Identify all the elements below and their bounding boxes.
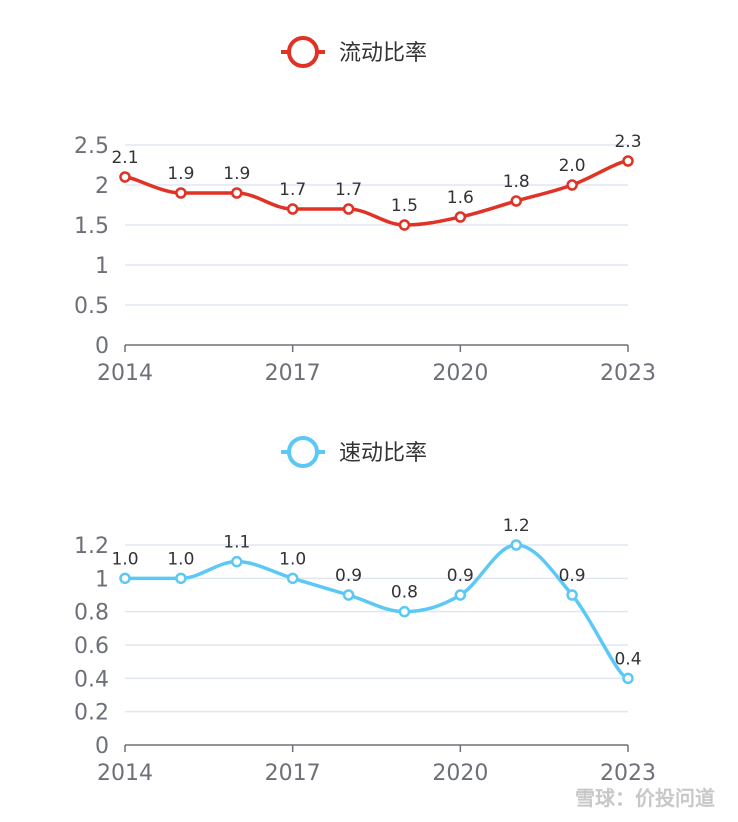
y-tick-label: 0.4 — [74, 667, 109, 692]
data-point[interactable] — [286, 572, 299, 585]
current-ratio-chart: 流动比率 0 0.5 1 1.5 2 2.5 2014 2017 2020 2023 2.1 1.9 1.… — [74, 36, 656, 386]
legend-marker-icon — [287, 436, 319, 468]
data-label: 1.6 — [447, 188, 474, 208]
legend[interactable]: 速动比率 — [281, 436, 427, 468]
data-label: 0.4 — [614, 649, 641, 669]
y-tick-label: 0 — [95, 334, 109, 359]
x-tick-label: 2023 — [600, 761, 656, 786]
data-label: 1.8 — [503, 172, 530, 192]
y-tick-label: 0.5 — [74, 294, 109, 319]
data-point[interactable] — [175, 572, 187, 585]
data-label: 1.9 — [167, 164, 194, 184]
data-label: 0.9 — [335, 566, 362, 586]
y-tick-label: 0 — [95, 734, 109, 759]
data-point[interactable] — [566, 179, 578, 191]
x-tick-label: 2020 — [432, 361, 488, 386]
data-label: 1.7 — [335, 180, 362, 200]
y-tick-label: 0.2 — [74, 701, 109, 726]
data-label: 0.9 — [447, 566, 474, 586]
y-tick-label: 0.6 — [74, 634, 109, 659]
data-label: 1.0 — [279, 549, 306, 569]
data-point[interactable] — [622, 155, 634, 167]
data-label: 1.5 — [391, 196, 418, 216]
y-tick-label: 2 — [95, 174, 109, 199]
data-label: 2.0 — [559, 156, 586, 176]
data-label: 2.3 — [614, 132, 641, 152]
watermark-text: 雪球：价投问道 — [575, 786, 715, 810]
legend-label: 流动比率 — [339, 41, 427, 66]
data-point[interactable] — [454, 589, 467, 601]
legend[interactable]: 流动比率 — [281, 36, 427, 68]
y-tick-label: 2.5 — [74, 134, 109, 159]
data-point[interactable] — [342, 203, 355, 215]
x-tick-label: 2017 — [265, 761, 321, 786]
data-point[interactable] — [119, 572, 131, 585]
data-point[interactable] — [231, 187, 243, 199]
quick-ratio-chart: 速动比率 0 0.2 0.4 0.6 0.8 1 1.2 2014 2017 2020 2023 1.0… — [74, 436, 656, 786]
y-tick-label: 0.8 — [74, 601, 109, 626]
data-label: 1.9 — [223, 164, 250, 184]
legend-marker-icon — [287, 36, 319, 68]
data-label: 1.0 — [111, 549, 138, 569]
data-label: 1.7 — [279, 180, 306, 200]
data-point[interactable] — [342, 589, 355, 601]
data-label: 2.1 — [111, 148, 138, 168]
watermark: 雪球：价投问道 — [575, 786, 715, 810]
data-label: 1.1 — [223, 533, 250, 553]
data-point[interactable] — [231, 555, 243, 568]
data-label: 1.2 — [503, 516, 530, 536]
data-point[interactable] — [398, 219, 411, 231]
y-tick-label: 1 — [95, 254, 109, 279]
data-label: 0.8 — [391, 583, 418, 603]
series-line — [123, 159, 630, 227]
y-tick-label: 1.2 — [74, 534, 109, 559]
data-point[interactable] — [454, 211, 467, 223]
data-point[interactable] — [286, 203, 299, 215]
x-tick-label: 2014 — [97, 761, 153, 786]
x-tick-label: 2014 — [97, 361, 153, 386]
data-label: 1.0 — [167, 549, 194, 569]
data-point[interactable] — [398, 605, 411, 618]
data-point[interactable] — [175, 187, 187, 199]
data-point[interactable] — [510, 195, 522, 207]
y-tick-label: 1.5 — [74, 214, 109, 239]
x-tick-label: 2017 — [265, 361, 321, 386]
x-tick-label: 2023 — [600, 361, 656, 386]
data-point[interactable] — [510, 539, 522, 551]
x-tick-label: 2020 — [432, 761, 488, 786]
data-label: 0.9 — [559, 566, 586, 586]
y-tick-label: 1 — [95, 567, 109, 592]
data-point[interactable] — [622, 672, 634, 685]
legend-label: 速动比率 — [339, 441, 427, 466]
data-point[interactable] — [566, 589, 578, 601]
data-point[interactable] — [119, 171, 131, 183]
